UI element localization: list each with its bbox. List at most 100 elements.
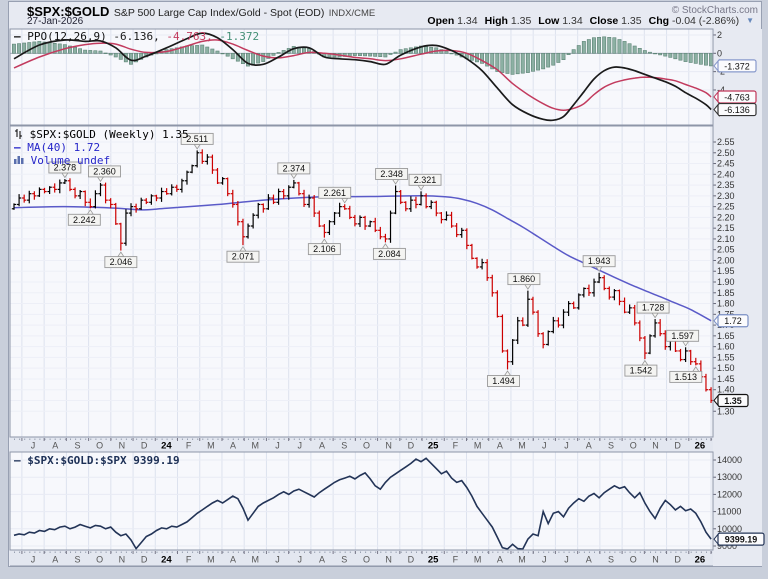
svg-text:2.348: 2.348 xyxy=(380,169,403,179)
svg-text:-1.372: -1.372 xyxy=(724,61,750,71)
svg-text:1.90: 1.90 xyxy=(717,277,735,287)
svg-text:2.00: 2.00 xyxy=(717,255,735,265)
svg-text:11000: 11000 xyxy=(717,507,741,517)
svg-text:2.40: 2.40 xyxy=(717,169,735,179)
ppo-value-2: -4.763, xyxy=(166,30,213,43)
svg-text:N: N xyxy=(385,555,392,565)
svg-text:N: N xyxy=(119,441,126,451)
svg-text:25: 25 xyxy=(428,555,439,566)
svg-text:N: N xyxy=(385,441,392,451)
svg-text:A: A xyxy=(497,555,503,565)
symbol-title: $SPX:$GOLD xyxy=(27,4,110,19)
svg-text:0: 0 xyxy=(717,48,722,58)
svg-text:26: 26 xyxy=(695,441,706,452)
svg-text:9000: 9000 xyxy=(717,541,737,551)
svg-text:A: A xyxy=(319,555,325,565)
svg-text:A: A xyxy=(586,555,592,565)
chart-date: 27-Jan-2026 xyxy=(27,16,84,27)
svg-text:A: A xyxy=(230,555,236,565)
svg-text:13000: 13000 xyxy=(717,472,742,482)
chevron-down-icon[interactable]: ▼ xyxy=(746,16,754,25)
svg-text:1.50: 1.50 xyxy=(717,363,735,373)
svg-text:O: O xyxy=(363,555,370,565)
spx-legend: — $SPX:$GOLD:$SPX 9399.19 xyxy=(14,454,180,467)
svg-text:2.321: 2.321 xyxy=(414,175,437,185)
svg-text:1.943: 1.943 xyxy=(588,256,611,266)
svg-text:24: 24 xyxy=(161,555,172,566)
svg-text:2.55: 2.55 xyxy=(717,137,735,147)
svg-text:S: S xyxy=(608,555,614,565)
svg-text:F: F xyxy=(186,441,192,451)
svg-text:1.72: 1.72 xyxy=(724,316,742,326)
svg-text:F: F xyxy=(186,555,192,565)
ppo-value-3: -1.372 xyxy=(219,30,260,43)
svg-text:2.360: 2.360 xyxy=(93,166,116,176)
main-legend: $SPX:$GOLD (Weekly) 1.35 — MA(40) 1.72 V… xyxy=(14,128,189,167)
volume-legend-label: Volume undef xyxy=(30,154,111,167)
svg-text:J: J xyxy=(31,555,36,565)
close-value: 1.35 xyxy=(621,15,642,27)
svg-text:1.40: 1.40 xyxy=(717,385,735,395)
svg-text:2.378: 2.378 xyxy=(54,163,77,173)
svg-text:2.261: 2.261 xyxy=(323,188,346,198)
svg-text:2: 2 xyxy=(717,30,722,40)
low-label: Low xyxy=(538,15,560,27)
svg-text:D: D xyxy=(408,555,415,565)
svg-text:D: D xyxy=(674,441,681,451)
svg-text:D: D xyxy=(408,441,415,451)
svg-text:2.10: 2.10 xyxy=(717,234,735,244)
svg-text:O: O xyxy=(630,441,637,451)
svg-text:F: F xyxy=(453,441,459,451)
svg-text:O: O xyxy=(96,555,103,565)
svg-text:1.513: 1.513 xyxy=(675,372,698,382)
svg-text:J: J xyxy=(31,441,36,451)
svg-text:2.20: 2.20 xyxy=(717,212,735,222)
svg-text:J: J xyxy=(298,441,303,451)
open-label: Open xyxy=(427,15,455,27)
svg-text:M: M xyxy=(252,555,260,565)
svg-text:J: J xyxy=(275,441,280,451)
svg-text:N: N xyxy=(652,555,659,565)
copyright-label: © StockCharts.com xyxy=(671,5,758,16)
svg-text:A: A xyxy=(230,441,236,451)
svg-text:2.35: 2.35 xyxy=(717,180,735,190)
svg-text:M: M xyxy=(207,441,215,451)
price-bars-icon xyxy=(14,129,23,139)
svg-text:1.728: 1.728 xyxy=(642,303,665,313)
svg-text:25: 25 xyxy=(428,441,439,452)
svg-text:2.374: 2.374 xyxy=(283,163,306,173)
svg-text:2.50: 2.50 xyxy=(717,148,735,158)
svg-text:24: 24 xyxy=(161,441,172,452)
svg-text:12000: 12000 xyxy=(717,489,742,499)
svg-text:1.65: 1.65 xyxy=(717,331,735,341)
svg-text:-6.136: -6.136 xyxy=(724,105,750,115)
svg-text:D: D xyxy=(141,555,148,565)
svg-text:N: N xyxy=(119,555,126,565)
svg-text:1.494: 1.494 xyxy=(492,376,515,386)
svg-text:S: S xyxy=(341,555,347,565)
svg-text:1.95: 1.95 xyxy=(717,266,735,276)
svg-text:14000: 14000 xyxy=(717,455,742,465)
svg-text:2.046: 2.046 xyxy=(110,257,133,267)
quote-summary: Open 1.34 High 1.35 Low 1.34 Close 1.35 Chg … xyxy=(427,15,754,27)
svg-text:1.35: 1.35 xyxy=(724,396,742,406)
chg-value: -0.04 (-2.86%) xyxy=(671,15,740,27)
svg-text:J: J xyxy=(564,555,569,565)
svg-text:2.15: 2.15 xyxy=(717,223,735,233)
svg-text:A: A xyxy=(586,441,592,451)
svg-text:A: A xyxy=(497,441,503,451)
svg-text:J: J xyxy=(298,555,303,565)
svg-text:M: M xyxy=(518,441,526,451)
main-legend-title: $SPX:$GOLD (Weekly) 1.35 xyxy=(29,128,189,141)
svg-text:1.60: 1.60 xyxy=(717,342,735,352)
ppo-legend: — PPO(12,26,9) -6.136, -4.763, -1.372 xyxy=(14,30,259,43)
open-value: 1.34 xyxy=(457,15,478,27)
spx-line-icon: — xyxy=(14,454,21,467)
svg-text:M: M xyxy=(207,555,215,565)
svg-text:D: D xyxy=(674,555,681,565)
spx-legend-label: $SPX:$GOLD:$SPX 9399.19 xyxy=(27,454,180,467)
chart-header: $SPX:$GOLD S&P 500 Large Cap Index/Gold … xyxy=(27,3,755,19)
svg-text:1.597: 1.597 xyxy=(671,331,694,341)
ma-line-icon: — xyxy=(14,141,21,154)
svg-text:O: O xyxy=(96,441,103,451)
